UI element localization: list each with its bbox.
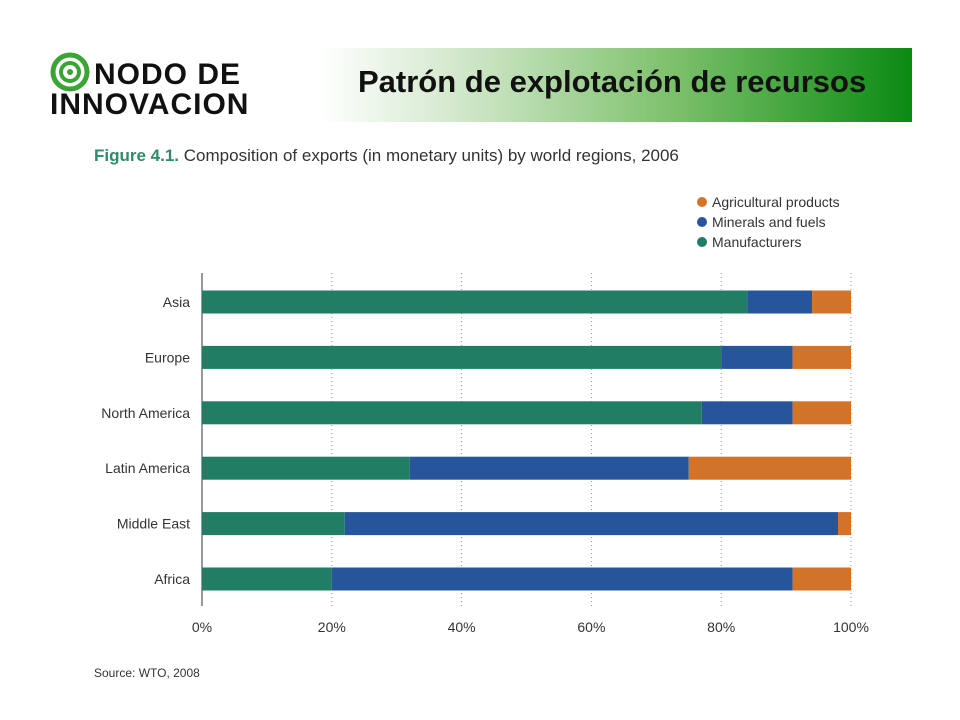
figure-label: Figure 4.1. bbox=[94, 146, 180, 165]
bar-segment bbox=[344, 512, 839, 536]
category-label: Middle East bbox=[117, 516, 190, 532]
bar-segment bbox=[701, 401, 793, 425]
category-label: Asia bbox=[163, 294, 190, 310]
category-label: Africa bbox=[154, 571, 190, 587]
bar-segment bbox=[202, 456, 410, 480]
bar-segment bbox=[202, 290, 748, 314]
legend-label: Minerals and fuels bbox=[712, 214, 826, 230]
bar-segment bbox=[792, 345, 851, 369]
legend-label: Agricultural products bbox=[712, 194, 840, 210]
bar-segment bbox=[202, 512, 345, 536]
bar-segment bbox=[721, 345, 793, 369]
bar-segment bbox=[688, 456, 851, 480]
spiral-logo-icon bbox=[50, 52, 90, 92]
bar-segment bbox=[202, 567, 332, 591]
bar-segment bbox=[792, 401, 851, 425]
x-tick-label: 80% bbox=[707, 619, 735, 635]
x-tick-label: 0% bbox=[192, 619, 212, 635]
bar-segment bbox=[331, 567, 793, 591]
legend-marker bbox=[697, 237, 707, 247]
page-title: Patrón de explotación de recursos bbox=[358, 64, 867, 99]
source-note: Source: WTO, 2008 bbox=[94, 666, 200, 680]
bar-segment bbox=[792, 567, 851, 591]
logo-line-1: NODO DE bbox=[94, 58, 241, 91]
bar-segment bbox=[812, 290, 851, 314]
figure-caption: Figure 4.1. Composition of exports (in m… bbox=[94, 146, 679, 166]
header-gradient-band bbox=[320, 48, 912, 122]
legend-marker bbox=[697, 197, 707, 207]
x-tick-label: 20% bbox=[318, 619, 346, 635]
x-tick-label: 100% bbox=[833, 619, 869, 635]
bar-segment bbox=[202, 401, 702, 425]
bar-segment bbox=[747, 290, 813, 314]
bar-segment bbox=[409, 456, 689, 480]
x-tick-label: 40% bbox=[448, 619, 476, 635]
logo-line-2: INNOVACION bbox=[50, 88, 249, 118]
bar-segment bbox=[202, 345, 722, 369]
legend-marker bbox=[697, 217, 707, 227]
nodo-de-innovacion-logo: NODO DE INNOVACION bbox=[50, 52, 249, 118]
category-label: Latin America bbox=[105, 460, 190, 476]
bar-segment bbox=[838, 512, 851, 536]
figure-caption-text: Composition of exports (in monetary unit… bbox=[183, 146, 679, 165]
legend-label: Manufacturers bbox=[712, 234, 801, 250]
category-label: North America bbox=[101, 405, 190, 421]
x-tick-label: 60% bbox=[577, 619, 605, 635]
category-label: Europe bbox=[145, 349, 190, 365]
